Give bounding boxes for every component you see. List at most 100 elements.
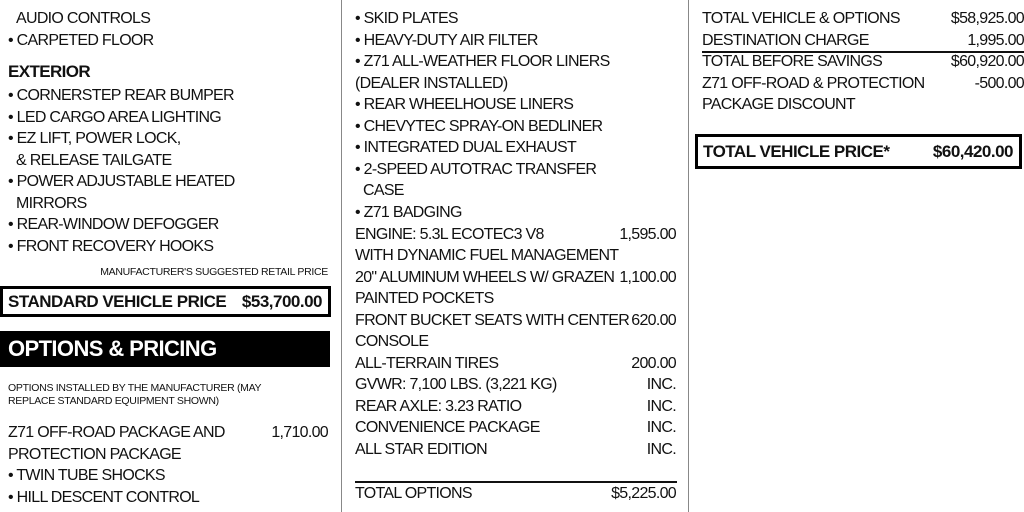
list-item: • HILL DESCENT CONTROL — [8, 487, 328, 509]
item-label: ALL-TERRAIN TIRES — [355, 354, 499, 372]
standard-price-value: $53,700.00 — [241, 291, 323, 311]
item-label: • REAR WHEELHOUSE LINERS — [355, 96, 574, 114]
item-label: • HEAVY-DUTY AIR FILTER — [355, 31, 538, 49]
item-label: • POWER ADJUSTABLE HEATED — [8, 173, 235, 190]
item-label: ENGINE: 5.3L ECOTEC3 V8 — [355, 225, 544, 243]
list-item: 20" ALUMINUM WHEELS W/ GRAZEN 1,100.00 — [355, 267, 677, 289]
item-price: 1,595.00 — [619, 225, 676, 243]
total-options-row: TOTAL OPTIONS $5,225.00 — [355, 483, 677, 505]
list-item: CASE — [363, 180, 676, 202]
column-divider — [688, 0, 689, 512]
item-label: • LED CARGO AREA LIGHTING — [8, 108, 222, 126]
item-price: $58,925.00 — [950, 10, 1024, 27]
item-label: • CHEVYTEC SPRAY-ON BEDLINER — [355, 117, 603, 135]
options-column: • SKID PLATES • HEAVY-DUTY AIR FILTER • Z7… — [345, 0, 685, 512]
item-label: TOTAL BEFORE SAVINGS — [702, 53, 883, 70]
item-label: REAR AXLE: 3.23 RATIO — [355, 397, 522, 415]
list-item: ENGINE: 5.3L ECOTEC3 V8 1,595.00 — [355, 224, 677, 246]
total-options-value: $5,225.00 — [611, 485, 677, 502]
list-item: • POWER ADJUSTABLE HEATED — [8, 171, 328, 193]
item-price: 1,100.00 — [619, 268, 676, 286]
item-label: Z71 OFF-ROAD & PROTECTION — [702, 74, 925, 92]
list-item: TOTAL VEHICLE & OPTIONS $58,925.00 — [702, 8, 1024, 30]
item-label: (DEALER INSTALLED) — [355, 74, 508, 92]
item-price: 1,710.00 — [271, 424, 328, 441]
list-item: • LED CARGO AREA LIGHTING — [8, 107, 328, 129]
list-item: • 2-SPEED AUTOTRAC TRANSFER — [355, 159, 676, 181]
item-label: & RELEASE TAILGATE — [16, 151, 172, 169]
item-label: • FRONT RECOVERY HOOKS — [8, 237, 214, 255]
item-label: • SKID PLATES — [355, 10, 459, 27]
item-price: INC. — [646, 441, 677, 458]
item-label: FRONT BUCKET SEATS WITH CENTER — [355, 311, 630, 329]
item-label: WITH DYNAMIC FUEL MANAGEMENT — [355, 247, 619, 265]
item-label: • REAR-WINDOW DEFOGGER — [8, 216, 219, 233]
item-label: CONSOLE — [355, 333, 429, 351]
item-label: • Z71 BADGING — [355, 203, 462, 221]
item-label: MIRRORS — [16, 194, 87, 212]
list-item: Z71 OFF-ROAD PACKAGE AND 1,710.00 — [8, 422, 329, 444]
total-options-label: TOTAL OPTIONS — [355, 485, 473, 502]
list-item: DESTINATION CHARGE 1,995.00 — [702, 30, 1024, 52]
destination-rule — [702, 51, 1024, 53]
total-price-value: $60,420.00 — [932, 141, 1014, 161]
item-label: DESTINATION CHARGE — [702, 31, 869, 49]
item-label: • TWIN TUBE SHOCKS — [8, 467, 166, 484]
list-item: • Z71 BADGING — [355, 202, 676, 224]
item-label: ALL STAR EDITION — [355, 441, 488, 458]
list-item: Z71 OFF-ROAD & PROTECTION -500.00 — [702, 73, 1024, 95]
standard-price-box: STANDARD VEHICLE PRICE $53,700.00 — [0, 286, 331, 317]
list-item: & RELEASE TAILGATE — [16, 150, 328, 172]
item-label: • CARPETED FLOOR — [8, 31, 154, 49]
list-item: FRONT BUCKET SEATS WITH CENTER 620.00 — [355, 310, 677, 332]
list-item: • INTEGRATED DUAL EXHAUST — [355, 137, 676, 159]
item-label: • EZ LIFT, POWER LOCK, — [8, 130, 181, 147]
item-price: -500.00 — [974, 74, 1024, 92]
item-label: • CORNERSTEP REAR BUMPER — [8, 87, 235, 104]
list-item: ALL-TERRAIN TIRES 200.00 — [355, 353, 677, 375]
list-item: GVWR: 7,100 LBS. (3,221 KG) INC. — [355, 374, 677, 396]
msrp-label: MANUFACTURER'S SUGGESTED RETAIL PRICE — [100, 266, 328, 278]
item-price: 1,995.00 — [967, 31, 1024, 49]
item-price: INC. — [646, 376, 677, 394]
list-item: • CARPETED FLOOR — [8, 30, 328, 52]
list-item: TOTAL BEFORE SAVINGS $60,920.00 — [702, 51, 1024, 73]
total-price-box: TOTAL VEHICLE PRICE* $60,420.00 — [695, 134, 1022, 169]
list-item: AUDIO CONTROLS — [16, 8, 328, 30]
list-item: ALL STAR EDITION INC. — [355, 439, 677, 461]
item-price: 620.00 — [631, 311, 676, 329]
list-item: CONVENIENCE PACKAGE INC. — [355, 417, 677, 439]
list-item: • REAR-WINDOW DEFOGGER — [8, 214, 328, 236]
list-item: • Z71 ALL-WEATHER FLOOR LINERS — [355, 51, 676, 73]
exterior-heading: EXTERIOR — [8, 62, 91, 81]
price-summary-column: TOTAL VEHICLE & OPTIONS $58,925.00 DESTINA… — [692, 0, 1024, 512]
list-item: • TWIN TUBE SHOCKS — [8, 465, 328, 487]
item-label: PROTECTION PACKAGE — [8, 445, 182, 463]
item-label: • 2-SPEED AUTOTRAC TRANSFER — [355, 160, 597, 178]
list-item: PROTECTION PACKAGE — [8, 444, 328, 466]
list-item: • HEAVY-DUTY AIR FILTER — [355, 30, 676, 52]
item-label: • HILL DESCENT CONTROL — [8, 488, 200, 506]
standard-price-label: STANDARD VEHICLE PRICE — [8, 291, 227, 311]
list-item: MIRRORS — [16, 193, 328, 215]
item-price: INC. — [646, 397, 677, 415]
options-note: OPTIONS INSTALLED BY THE MANUFACTURER (M… — [8, 382, 262, 407]
list-item: REAR AXLE: 3.23 RATIO INC. — [355, 396, 677, 418]
list-item: • FRONT RECOVERY HOOKS — [8, 236, 328, 258]
item-label: PACKAGE DISCOUNT — [702, 96, 856, 113]
item-label: CASE — [363, 182, 404, 200]
list-item: • CHEVYTEC SPRAY-ON BEDLINER — [355, 116, 676, 138]
item-label: GVWR: 7,100 LBS. (3,221 KG) — [355, 376, 557, 394]
list-item: • REAR WHEELHOUSE LINERS — [355, 94, 676, 116]
item-label: Z71 OFF-ROAD PACKAGE AND — [8, 424, 225, 441]
list-item: • EZ LIFT, POWER LOCK, — [8, 128, 328, 150]
options-pricing-heading: OPTIONS & PRICING — [0, 331, 330, 367]
item-label: • INTEGRATED DUAL EXHAUST — [355, 139, 577, 157]
list-item: • SKID PLATES — [355, 8, 676, 30]
column-divider — [341, 0, 342, 512]
item-label: • Z71 ALL-WEATHER FLOOR LINERS — [355, 53, 610, 71]
list-item: WITH DYNAMIC FUEL MANAGEMENT — [355, 245, 676, 267]
standard-equipment-column: AUDIO CONTROLS • CARPETED FLOOR EXTERIOR … — [0, 0, 340, 512]
list-item: PAINTED POCKETS — [355, 288, 676, 310]
item-label: AUDIO CONTROLS — [16, 10, 151, 27]
